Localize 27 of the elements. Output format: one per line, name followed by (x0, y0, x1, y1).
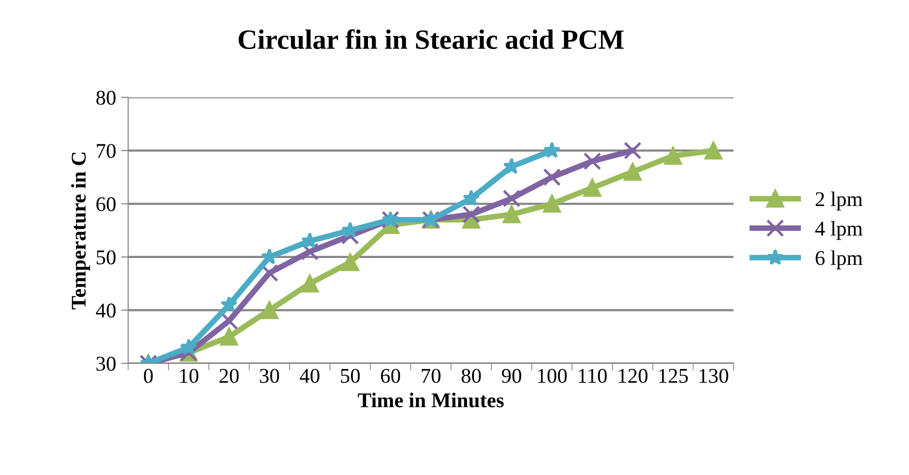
x-tick-label: 50 (340, 368, 360, 383)
y-tick-label: 50 (96, 250, 116, 264)
x-tick-label: 90 (502, 368, 522, 383)
y-tick-label: 60 (96, 197, 116, 212)
y-tick-label: 30 (96, 356, 116, 371)
x-tick-label: 0 (144, 368, 153, 383)
x-tick-label: 20 (220, 368, 239, 383)
x-tick-label: 40 (300, 368, 320, 383)
chart-title: Circular fin in Stearic acid PCM (238, 29, 624, 50)
legend-label: 4 lpm (815, 220, 863, 240)
y-tick-label: 80 (96, 90, 116, 105)
y-tick-label: 70 (96, 144, 116, 158)
x-tick-label: 120 (618, 368, 648, 383)
x-tick-label: 100 (538, 368, 567, 383)
x-tick-label: 30 (260, 368, 280, 383)
legend-label: 2 lpm (816, 192, 863, 210)
y-axis-title: Temperature in C (71, 152, 90, 310)
x-tick-label: 110 (578, 368, 607, 383)
x-axis-title: Time in Minutes (358, 392, 504, 408)
x-tick-label: 125 (659, 368, 688, 383)
x-tick-label: 80 (462, 368, 481, 383)
legend-label: 6 lpm (816, 250, 863, 270)
x-tick-label: 70 (422, 368, 440, 383)
x-tick-label: 60 (380, 368, 400, 383)
x-tick-label: 10 (180, 368, 198, 383)
x-tick-label: 130 (700, 368, 728, 383)
y-tick-label: 40 (96, 304, 116, 318)
